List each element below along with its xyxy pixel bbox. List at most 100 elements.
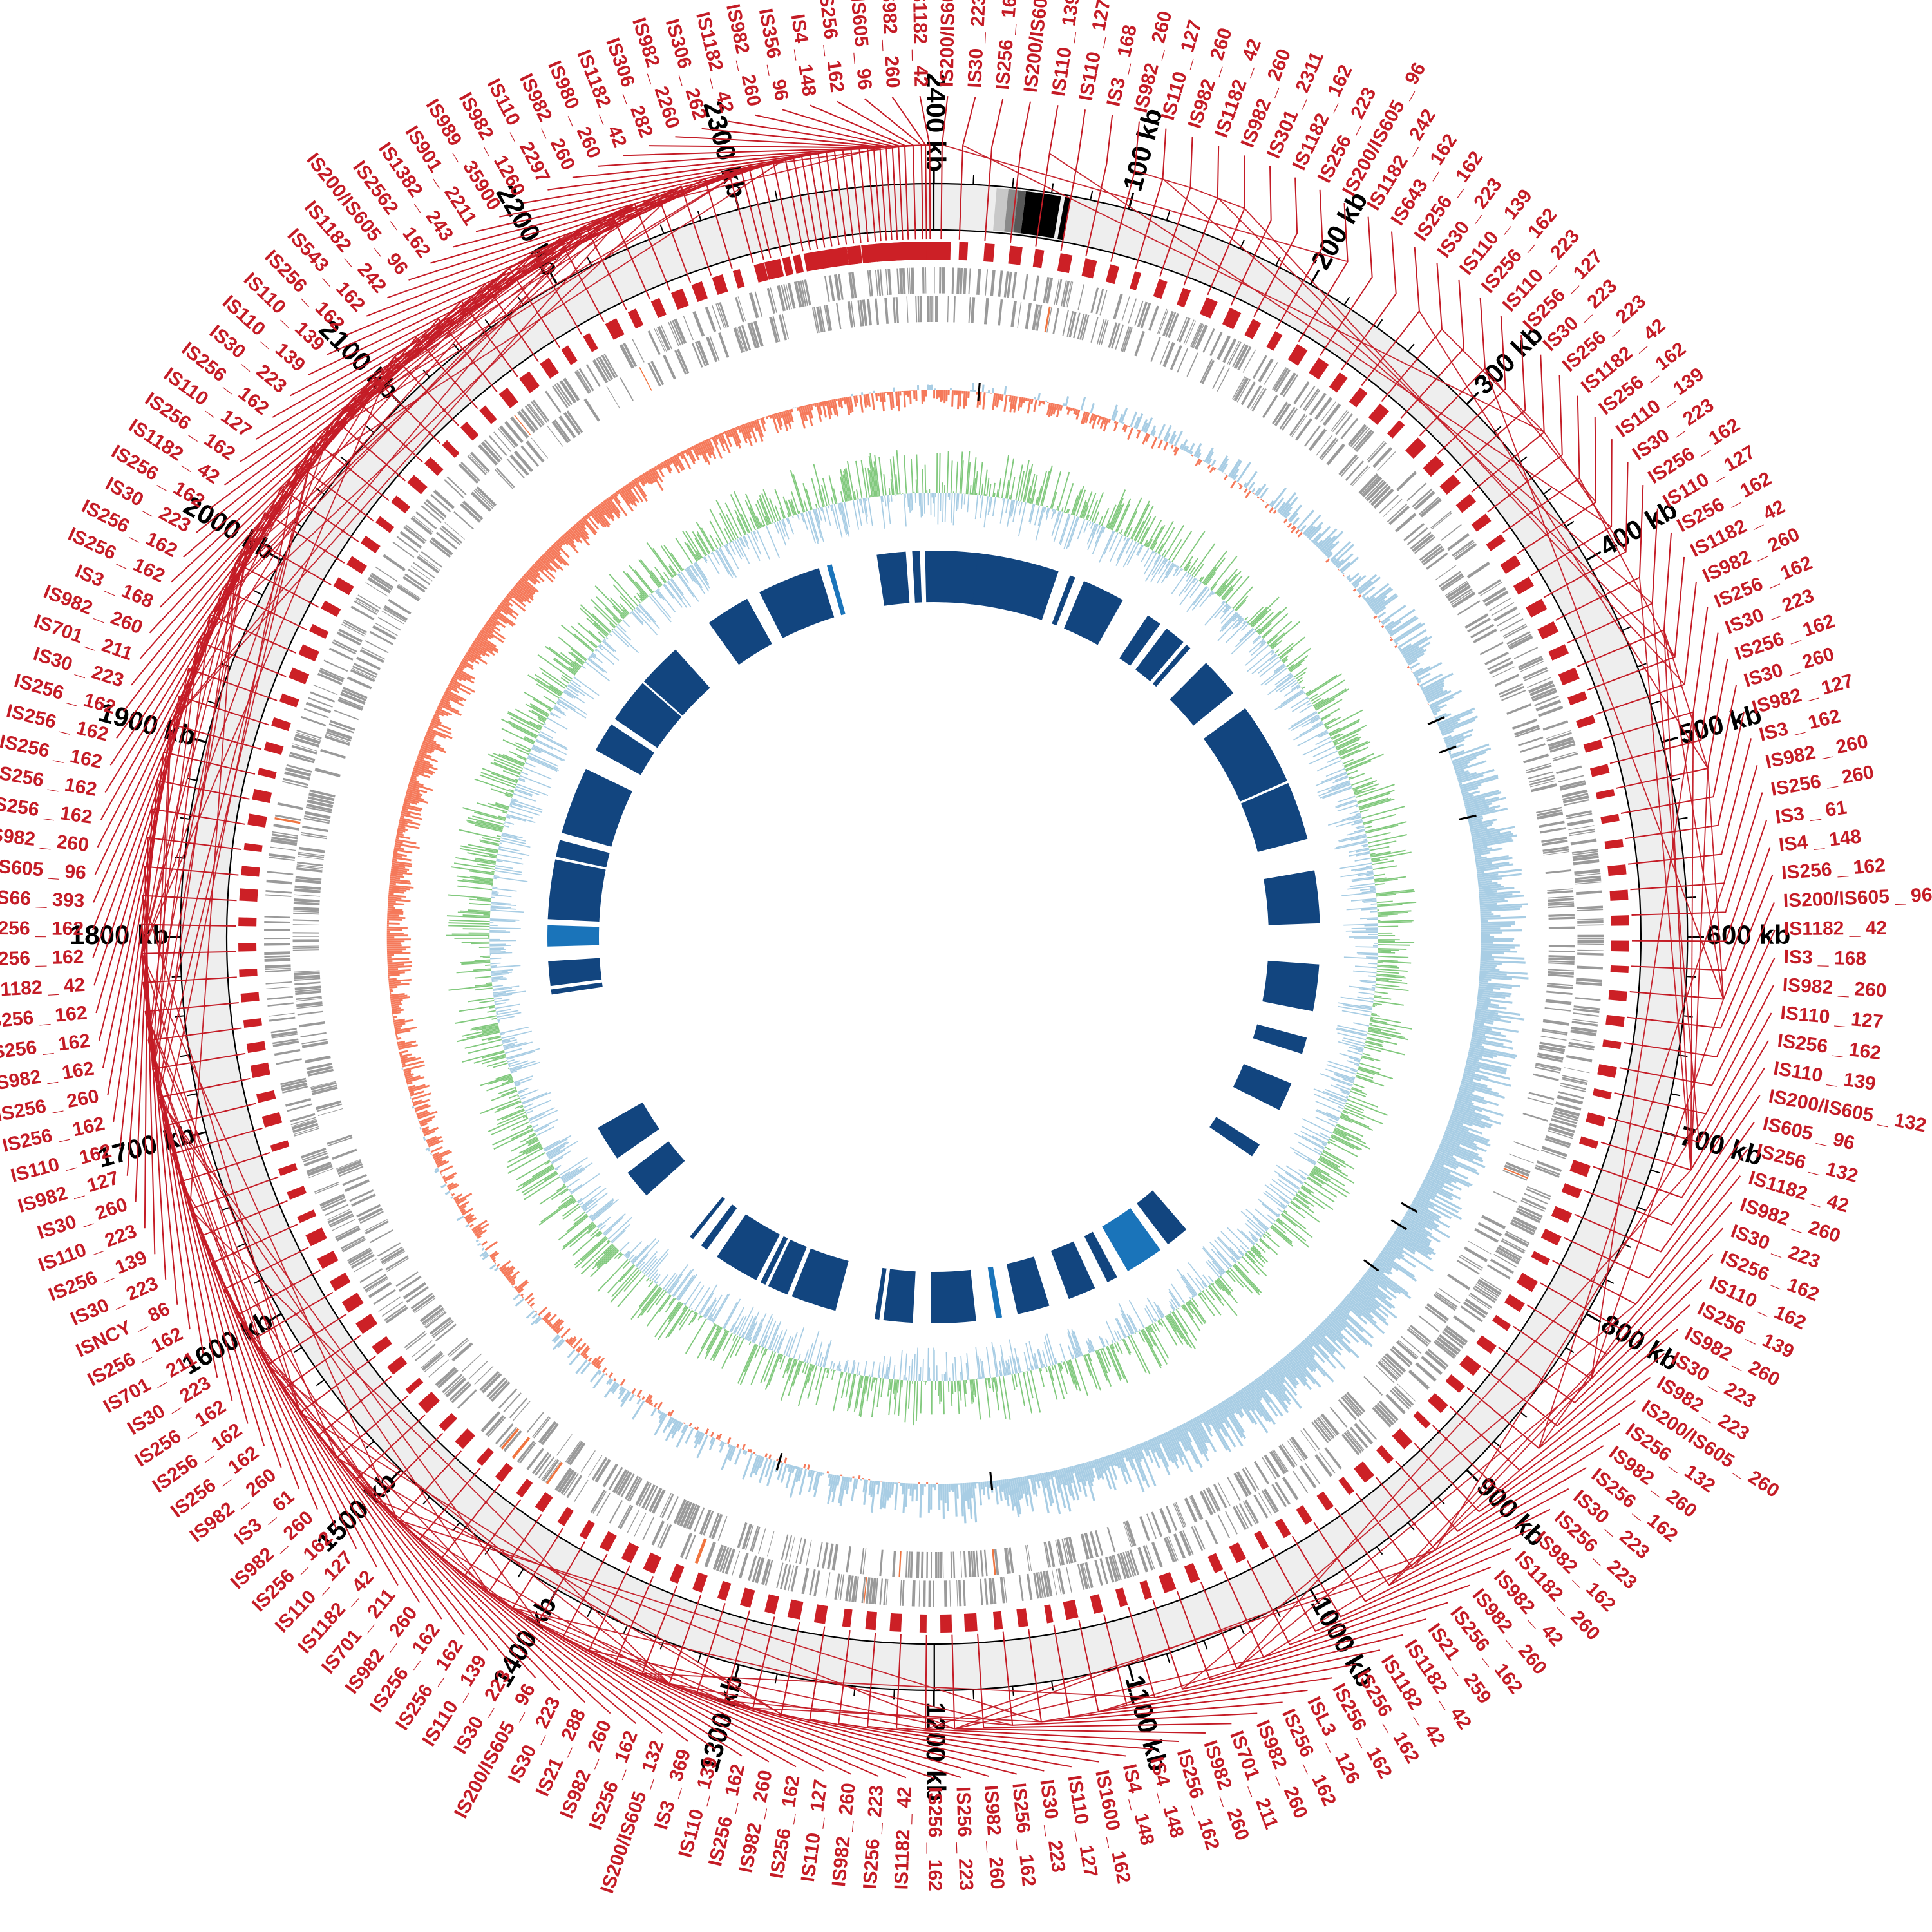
- gc-skew-negative: [796, 407, 799, 411]
- gc-content-below: [1213, 603, 1228, 619]
- gc-content-above: [1205, 572, 1217, 586]
- gc-content-above: [1026, 486, 1032, 503]
- gc-content-below: [980, 1358, 984, 1379]
- gc-content-below: [1288, 712, 1318, 730]
- gc-skew-positive: [988, 1481, 991, 1488]
- gene-block: [375, 566, 398, 582]
- gene-block: [462, 500, 484, 520]
- gene-block: [1205, 1519, 1218, 1545]
- gc-skew-negative: [758, 418, 761, 421]
- gene-block: [1166, 1506, 1178, 1531]
- gene-block: [264, 938, 290, 940]
- gc-skew-negative: [581, 518, 596, 536]
- axis-minor-tick: [453, 343, 460, 352]
- gc-content-above: [1329, 1139, 1336, 1143]
- gc-skew-negative: [905, 390, 907, 396]
- gc-content-above: [1209, 556, 1238, 590]
- gc-skew-positive: [900, 1482, 902, 1487]
- gc-skew-negative: [772, 1459, 775, 1461]
- gene-block: [819, 306, 826, 332]
- gene-block: [1200, 359, 1213, 383]
- gc-skew-negative: [652, 466, 663, 483]
- gene-block: [896, 268, 900, 295]
- is-tick-190: [764, 260, 779, 280]
- gc-skew-positive: [998, 1480, 1003, 1501]
- gc-skew-negative: [387, 952, 411, 955]
- gc-skew-negative: [604, 499, 620, 519]
- gc-content-below: [1276, 677, 1296, 692]
- gene-block: [1004, 1548, 1010, 1574]
- gc-skew-positive: [1481, 927, 1501, 930]
- gc-skew-negative: [466, 652, 477, 661]
- gene-block: [916, 1551, 920, 1578]
- gc-content-above: [511, 1128, 534, 1140]
- gc-content-below: [920, 1367, 922, 1381]
- gc-skew-positive: [1428, 1169, 1457, 1184]
- gc-skew-negative: [522, 1296, 524, 1298]
- gc-content-below: [977, 1378, 979, 1379]
- gc-content-below: [551, 1156, 564, 1164]
- gene-block: [1456, 1259, 1480, 1275]
- gc-skew-negative: [1043, 401, 1045, 405]
- gc-content-above: [1274, 649, 1280, 654]
- is-tick-106: [1044, 1604, 1054, 1624]
- gc-skew-positive: [1461, 786, 1479, 793]
- gc-skew-negative: [538, 1306, 548, 1316]
- is-tick-89: [621, 1542, 639, 1564]
- gc-content-above: [1255, 1242, 1266, 1253]
- gc-content-above: [1150, 524, 1166, 550]
- gc-skew-negative: [706, 439, 717, 459]
- gc-content-above: [1357, 790, 1395, 803]
- gc-content-above: [1183, 556, 1193, 571]
- gc-content-above: [1059, 1362, 1063, 1370]
- gc-skew-negative: [401, 1056, 416, 1062]
- gc-content-below: [580, 1188, 607, 1208]
- gc-content-below: [1075, 1347, 1079, 1358]
- gc-skew-positive: [1454, 1105, 1490, 1119]
- is-tick-44: [333, 577, 354, 596]
- gc-content-above: [1302, 686, 1306, 690]
- gc-skew-positive: [1470, 1043, 1484, 1048]
- gc-content-below: [1184, 577, 1196, 593]
- gc-content-above: [480, 1074, 512, 1086]
- gc-content-below: [495, 1003, 520, 1009]
- gc-skew-positive: [1354, 583, 1360, 589]
- gene-block: [753, 321, 764, 347]
- gene-block: [1194, 325, 1208, 350]
- gc-content-below: [1354, 857, 1371, 862]
- gc-content-above: [688, 1312, 697, 1325]
- gc-skew-negative: [1238, 484, 1242, 486]
- gene-block: [1137, 301, 1148, 327]
- gc-skew-negative: [612, 493, 621, 504]
- gene-block: [1503, 625, 1528, 639]
- gc-skew-positive: [1215, 1405, 1230, 1428]
- gene-block: [1017, 301, 1022, 328]
- gc-skew-negative: [386, 948, 406, 951]
- gc-content-above: [1370, 851, 1391, 857]
- gene-block: [1274, 369, 1291, 393]
- gc-skew-positive: [1481, 934, 1491, 936]
- gc-content-above: [1354, 787, 1376, 796]
- is-tick-118: [1316, 1491, 1334, 1511]
- gc-skew-positive: [1327, 553, 1333, 559]
- gc-skew-negative: [392, 1016, 397, 1019]
- gc-content-below: [1290, 681, 1298, 688]
- gc-skew-negative: [965, 391, 968, 406]
- gene-block: [412, 1340, 433, 1358]
- gc-skew-positive: [1445, 1128, 1491, 1147]
- gc-content-below: [611, 1229, 626, 1244]
- is-tick-98: [842, 1608, 853, 1628]
- is-tick-38: [424, 457, 444, 476]
- gc-content-below: [1342, 1004, 1372, 1010]
- gc-skew-negative: [715, 1434, 720, 1440]
- gc-content-above: [507, 1067, 510, 1069]
- gc-skew-positive: [1392, 1233, 1432, 1260]
- gc-skew-negative: [387, 920, 390, 923]
- gc-content-above: [972, 457, 977, 495]
- gc-content-below: [694, 1287, 710, 1312]
- gene-block: [1425, 1305, 1447, 1323]
- gene-block: [264, 916, 290, 918]
- gc-skew-positive: [1452, 751, 1487, 764]
- gc-content-above: [871, 1378, 878, 1417]
- gc-content-above: [1316, 1160, 1355, 1184]
